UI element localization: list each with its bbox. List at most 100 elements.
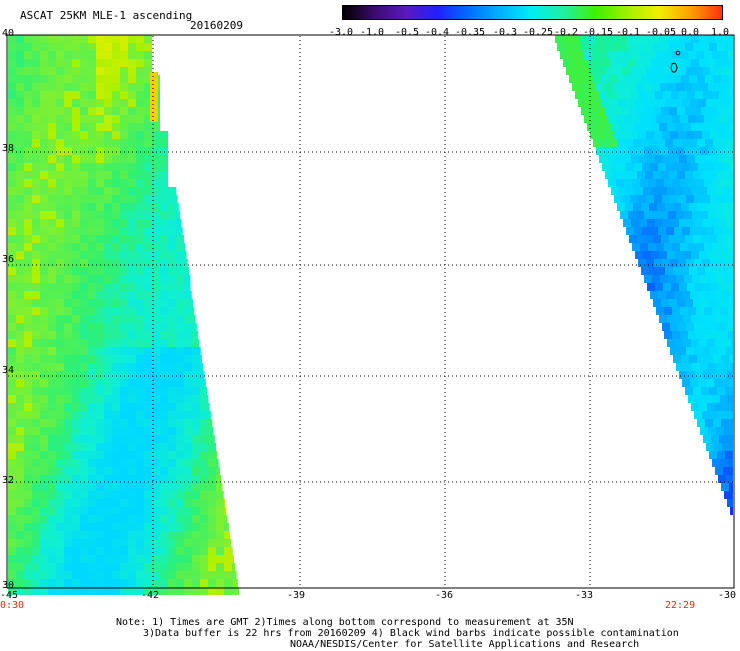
swath-cell: [32, 379, 40, 387]
swath-cell: [40, 339, 48, 347]
swath-cell: [136, 539, 144, 547]
swath-cell: [24, 451, 32, 459]
swath-cell: [64, 147, 72, 155]
swath-cell: [64, 547, 72, 555]
swath-cell: [192, 467, 200, 475]
swath-cell: [72, 459, 80, 467]
swath-cell: [96, 355, 104, 363]
swath-cell: [200, 435, 208, 443]
swath-cell: [72, 435, 80, 443]
swath-cell: [176, 291, 184, 299]
swath-cell: [712, 307, 720, 315]
swath-cell: [723, 251, 731, 259]
swath-cell: [682, 227, 690, 235]
swath-cell: [144, 43, 152, 51]
swath-cell: [8, 467, 16, 475]
swath-cell: [8, 451, 16, 459]
swath-cell: [104, 147, 112, 155]
swath-cell: [88, 83, 96, 91]
swath-cell: [650, 163, 658, 171]
swath-cell: [112, 355, 120, 363]
swath-cell: [701, 387, 709, 395]
swath-cell: [622, 195, 630, 203]
swath-cell: [24, 43, 32, 51]
swath-cell: [200, 539, 208, 547]
swath-cell: [631, 91, 639, 99]
swath-cell: [32, 155, 40, 163]
swath-cell: [88, 259, 96, 267]
swath-cell: [732, 363, 733, 371]
swath-cell: [717, 235, 725, 243]
swath-cell: [683, 251, 691, 259]
swath-cell: [56, 555, 64, 563]
swath-cell: [719, 371, 727, 379]
swath-cell: [8, 83, 16, 91]
swath-cell: [144, 267, 152, 275]
swath-cell: [695, 155, 703, 163]
swath-cell: [56, 563, 64, 571]
swath-cell: [72, 203, 80, 211]
swath-cell: [678, 195, 686, 203]
swath-cell: [709, 299, 717, 307]
swath-cell: [72, 267, 80, 275]
swath-cell: [626, 227, 634, 235]
swath-cell: [160, 163, 168, 171]
swath-cell: [40, 523, 48, 531]
swath-cell: [200, 411, 208, 419]
swath-cell: [120, 267, 128, 275]
swath-cell: [88, 155, 96, 163]
swath-cell: [670, 259, 678, 267]
swath-cell: [184, 419, 192, 427]
swath-cell: [200, 547, 208, 555]
swath-cell: [728, 51, 733, 59]
swath-cell: [684, 363, 692, 371]
swath-cell: [669, 107, 677, 115]
swath-cell: [168, 347, 176, 355]
swath-cell: [216, 539, 224, 547]
swath-cell: [699, 315, 707, 323]
swath-cell: [647, 283, 655, 291]
swath-cell: [80, 571, 88, 579]
swath-cell: [176, 211, 180, 219]
swath-cell: [16, 315, 24, 323]
swath-cell: [184, 251, 187, 259]
swath-cell: [48, 35, 56, 43]
swath-cell: [662, 195, 670, 203]
swath-cell: [707, 59, 715, 67]
swath-cell: [714, 379, 722, 387]
swath-cell: [144, 187, 152, 195]
swath-cell: [647, 219, 655, 227]
swath-cell: [16, 139, 24, 147]
swath-cell: [128, 499, 136, 507]
swath-cell: [695, 91, 703, 99]
swath-cell: [144, 435, 152, 443]
swath-cell: [72, 179, 80, 187]
swath-cell: [168, 379, 176, 387]
swath-cell: [176, 339, 184, 347]
swath-cell: [608, 51, 616, 59]
swath-cell: [144, 283, 152, 291]
swath-cell: [720, 395, 728, 403]
swath-cell: [80, 523, 88, 531]
swath-cell: [711, 371, 719, 379]
swath-cell: [192, 563, 200, 571]
swath-cell: [659, 123, 667, 131]
swath-cell: [192, 347, 200, 355]
swath-cell: [56, 283, 64, 291]
swath-cell: [64, 427, 72, 435]
swath-cell: [56, 403, 64, 411]
swath-cell: [136, 435, 144, 443]
swath-cell: [689, 139, 697, 147]
swath-cell: [686, 259, 694, 267]
swath-cell: [96, 51, 104, 59]
swath-cell: [104, 571, 112, 579]
swath-cell: [128, 83, 136, 91]
swath-cell: [649, 267, 657, 275]
swath-cell: [722, 163, 730, 171]
swath-cell: [80, 347, 88, 355]
swath-cell: [192, 363, 200, 371]
swath-cell: [112, 499, 120, 507]
swath-cell: [634, 163, 642, 171]
swath-cell: [40, 147, 48, 155]
swath-cell: [96, 419, 104, 427]
